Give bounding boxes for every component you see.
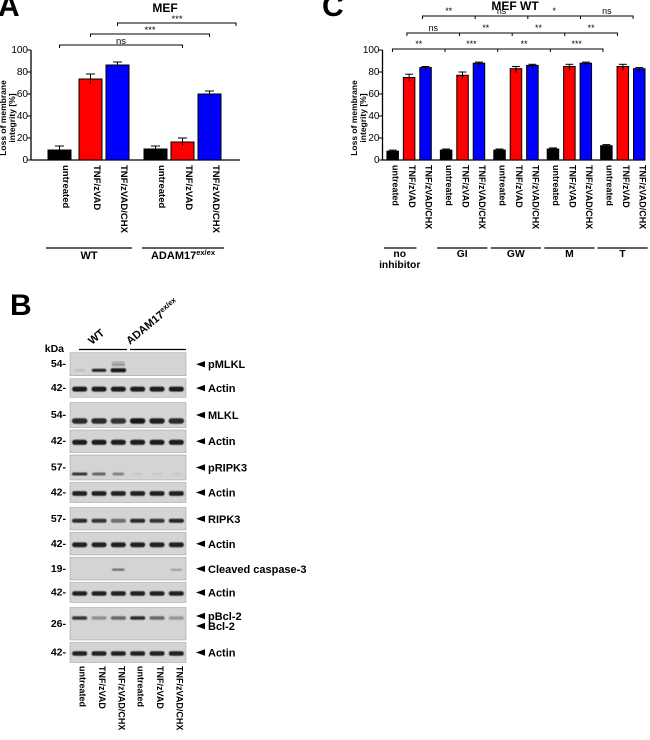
svg-text:untreated: untreated: [604, 165, 614, 206]
svg-text:19-: 19-: [51, 563, 67, 575]
svg-text:57-: 57-: [51, 462, 67, 474]
svg-text:integrity [%]: integrity [%]: [358, 93, 368, 142]
svg-text:**: **: [535, 23, 542, 33]
svg-text:TNF/zVAD/CHX: TNF/zVAD/CHX: [174, 666, 184, 730]
svg-text:Actin: Actin: [208, 488, 236, 500]
svg-text:Actin: Actin: [208, 588, 236, 600]
svg-text:100: 100: [363, 45, 380, 56]
svg-text:untreated: untreated: [444, 165, 454, 206]
svg-text:80: 80: [368, 67, 380, 78]
svg-text:WT: WT: [86, 327, 107, 347]
svg-text:57-: 57-: [51, 513, 67, 525]
svg-text:GW: GW: [507, 249, 525, 260]
svg-text:**: **: [445, 6, 452, 16]
svg-text:TNF/zVAD/CHX: TNF/zVAD/CHX: [424, 165, 434, 229]
svg-text:**: **: [588, 23, 595, 33]
svg-text:***: ***: [466, 39, 477, 49]
svg-text:ns: ns: [497, 6, 507, 16]
svg-text:ns: ns: [602, 6, 612, 16]
svg-text:inhibitor: inhibitor: [379, 260, 420, 271]
svg-text:TNF/zVAD: TNF/zVAD: [621, 165, 631, 208]
svg-text:TNF/zVAD: TNF/zVAD: [461, 165, 471, 208]
svg-text:ns: ns: [429, 23, 439, 33]
svg-text:42-: 42-: [51, 435, 67, 447]
svg-text:**: **: [482, 23, 489, 33]
svg-text:42-: 42-: [51, 647, 67, 659]
svg-text:60: 60: [368, 89, 380, 100]
svg-text:54-: 54-: [51, 409, 67, 421]
svg-text:Actin: Actin: [208, 436, 236, 448]
svg-text:no: no: [393, 249, 406, 260]
svg-text:40: 40: [368, 111, 380, 122]
svg-text:RIPK3: RIPK3: [208, 514, 240, 526]
svg-text:20: 20: [368, 133, 380, 144]
svg-text:GI: GI: [457, 249, 468, 260]
svg-text:42-: 42-: [51, 382, 67, 394]
svg-text:M: M: [565, 249, 574, 260]
svg-text:42-: 42-: [51, 587, 67, 599]
svg-text:untreated: untreated: [498, 165, 508, 206]
svg-text:26-: 26-: [51, 618, 67, 630]
svg-text:untreated: untreated: [78, 666, 88, 707]
svg-text:**: **: [521, 39, 528, 49]
svg-text:42-: 42-: [51, 487, 67, 499]
svg-text:Bcl-2: Bcl-2: [208, 621, 235, 633]
svg-text:TNF/zVAD: TNF/zVAD: [567, 165, 577, 208]
svg-text:MLKL: MLKL: [208, 410, 239, 422]
svg-text:untreated: untreated: [551, 165, 561, 206]
svg-text:TNF/zVAD: TNF/zVAD: [407, 165, 417, 208]
svg-text:Actin: Actin: [208, 648, 236, 660]
svg-text:TNF/zVAD/CHX: TNF/zVAD/CHX: [116, 666, 126, 730]
svg-text:54-: 54-: [51, 358, 67, 370]
svg-text:***: ***: [572, 39, 583, 49]
svg-text:kDa: kDa: [45, 343, 64, 355]
svg-text:**: **: [415, 39, 422, 49]
svg-text:untreated: untreated: [136, 666, 146, 707]
svg-text:*: *: [552, 6, 556, 16]
svg-text:TNF/zVAD: TNF/zVAD: [97, 666, 107, 709]
svg-text:TNF/zVAD/CHX: TNF/zVAD/CHX: [584, 165, 594, 229]
svg-text:TNF/zVAD/CHX: TNF/zVAD/CHX: [530, 165, 540, 229]
svg-text:untreated: untreated: [391, 165, 401, 206]
svg-text:Cleaved caspase-3: Cleaved caspase-3: [208, 564, 306, 576]
svg-text:pMLKL: pMLKL: [208, 359, 246, 371]
svg-text:pRIPK3: pRIPK3: [208, 463, 247, 475]
svg-text:Actin: Actin: [208, 383, 236, 395]
svg-text:42-: 42-: [51, 538, 67, 550]
svg-text:Actin: Actin: [208, 539, 236, 551]
svg-text:TNF/zVAD/CHX: TNF/zVAD/CHX: [477, 165, 487, 229]
svg-text:T: T: [619, 249, 626, 260]
svg-text:TNF/zVAD: TNF/zVAD: [155, 666, 165, 709]
svg-text:TNF/zVAD: TNF/zVAD: [514, 165, 524, 208]
svg-text:ADAM17ex/ex: ADAM17ex/ex: [123, 295, 182, 348]
svg-text:TNF/zVAD/CHX: TNF/zVAD/CHX: [637, 165, 647, 229]
